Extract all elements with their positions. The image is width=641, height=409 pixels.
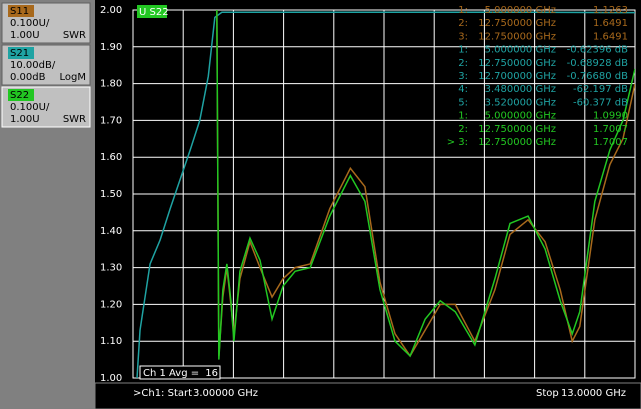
trace-ref: 0.00dB [10, 72, 46, 83]
marker-frequency: 5.000000 GHz [485, 5, 556, 16]
marker-value: -0.76680 dB [567, 71, 628, 82]
marker-number: 2: [458, 18, 468, 29]
trace-format: SWR [63, 30, 86, 41]
avg-label: Ch 1 Avg = [143, 368, 199, 379]
marker-value: -0.62396 dB [567, 45, 628, 56]
marker-value: 1.7007 [593, 124, 628, 135]
marker-frequency: 3.520000 GHz [485, 97, 556, 108]
trace-scale: 10.00dB/ [10, 60, 56, 71]
trace-name: S11 [10, 6, 29, 17]
start-value: 3.00000 GHz [193, 388, 258, 399]
marker-value: 1.0990 [593, 111, 628, 122]
marker-frequency: 12.750000 GHz [478, 137, 556, 148]
trace-line [216, 9, 635, 360]
y-tick-label: 2.00 [100, 5, 122, 16]
trace-name: S22 [10, 90, 29, 101]
marker-number: 1: [458, 5, 468, 16]
marker-frequency: 5.000000 GHz [485, 45, 556, 56]
marker-value: 1.6491 [593, 31, 628, 42]
y-tick-label: 1.60 [100, 152, 122, 163]
marker-frequency: 3.480000 GHz [485, 84, 556, 95]
trace-ref: 1.00U [10, 30, 40, 41]
y-tick-label: 1.80 [100, 79, 122, 90]
trace-label-box [137, 5, 167, 18]
avg-value: 16 [205, 368, 218, 379]
y-tick-label: 1.00 [100, 373, 122, 384]
marker-value: 1.1263 [593, 5, 628, 16]
marker-value: -60.377 dB [573, 97, 628, 108]
marker-frequency: 12.750000 GHz [478, 124, 556, 135]
y-tick-label: 1.70 [100, 115, 122, 126]
y-tick-label: 1.10 [100, 336, 122, 347]
trace-scale: 0.100U/ [10, 18, 50, 29]
marker-number: 5: [458, 97, 468, 108]
marker-number: 3: [458, 71, 468, 82]
status-bar [94, 382, 641, 409]
y-tick-label: 1.40 [100, 226, 122, 237]
marker-frequency: 12.750000 GHz [478, 58, 556, 69]
trace-name-box [8, 89, 34, 101]
y-tick-label: 1.90 [100, 42, 122, 53]
avg-box [139, 365, 221, 380]
marker-number: 1: [458, 111, 468, 122]
trace-format: LogM [60, 72, 87, 83]
trace-scale: 0.100U/ [10, 102, 50, 113]
marker-number: 1: [458, 45, 468, 56]
y-tick-label: 1.20 [100, 299, 122, 310]
marker-frequency: 12.750000 GHz [478, 18, 556, 29]
marker-frequency: 12.750000 GHz [478, 31, 556, 42]
stop-value: 13.0000 GHz [561, 388, 626, 399]
marker-number: 4: [458, 84, 468, 95]
marker-number: > 3: [447, 137, 468, 148]
marker-value: 1.7007 [593, 137, 628, 148]
marker-number: 2: [458, 58, 468, 69]
marker-frequency: 5.000000 GHz [485, 111, 556, 122]
y-tick-label: 1.50 [100, 189, 122, 200]
marker-number: 3: [458, 31, 468, 42]
marker-number: 2: [458, 124, 468, 135]
start-label: >Ch1: Start [133, 388, 192, 399]
marker-frequency: 12.700000 GHz [478, 71, 556, 82]
trace-name: S21 [10, 48, 29, 59]
marker-value: -0.68928 dB [567, 58, 628, 69]
marker-value: -62.197 dB [573, 84, 628, 95]
trace-line [136, 11, 635, 379]
trace-label: U S22 [139, 7, 169, 18]
trace-ref: 1.00U [10, 114, 40, 125]
y-tick-label: 1.30 [100, 263, 122, 274]
trace-format: SWR [63, 114, 86, 125]
trace-name-box [8, 5, 34, 17]
marker-value: 1.6491 [593, 18, 628, 29]
trace-name-box [8, 47, 34, 59]
stop-label: Stop [536, 388, 559, 399]
